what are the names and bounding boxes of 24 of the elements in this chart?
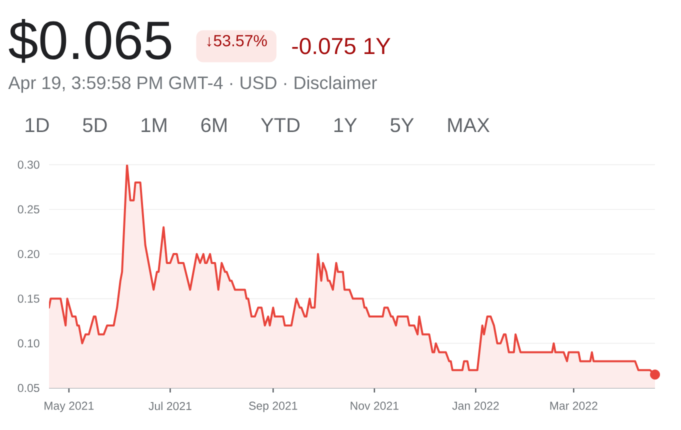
text: 1Y: [334, 118, 357, 132]
x-tick-label: Nov 2021: [350, 402, 398, 410]
text: YTD: [260, 118, 300, 132]
y-tick-label: 0.30: [18, 160, 40, 169]
text: 1M: [142, 118, 166, 132]
x-tick-label: May 2021: [44, 402, 94, 412]
x-tick-label: Jul 2021: [148, 402, 192, 410]
text: 1D: [26, 118, 49, 132]
y-tick-label: 0.15: [18, 294, 40, 303]
x-tick-label: Mar 2022: [550, 402, 598, 410]
text: 6M: [201, 118, 226, 132]
chart-title: $0.065: [8, 19, 172, 63]
y-tick-label: 0.20: [18, 250, 40, 258]
text: 5D: [82, 118, 107, 132]
y-tick-label: 0.10: [18, 339, 40, 348]
chart-subtitle: Apr 19, 3:59:58 PM GMT-4 · USD · Disclaimer: [8, 76, 377, 93]
x-tick-label: Jan 2022: [452, 402, 499, 410]
text: 5Y: [390, 118, 414, 132]
text: MAX: [448, 118, 490, 132]
y-tick-label: 0.05: [18, 384, 40, 392]
text: -0.075 1Y: [292, 38, 390, 54]
x-tick-label: Sep 2021: [249, 402, 298, 412]
text: ↓53.57%: [207, 35, 267, 47]
y-tick-label: 0.25: [18, 205, 40, 214]
